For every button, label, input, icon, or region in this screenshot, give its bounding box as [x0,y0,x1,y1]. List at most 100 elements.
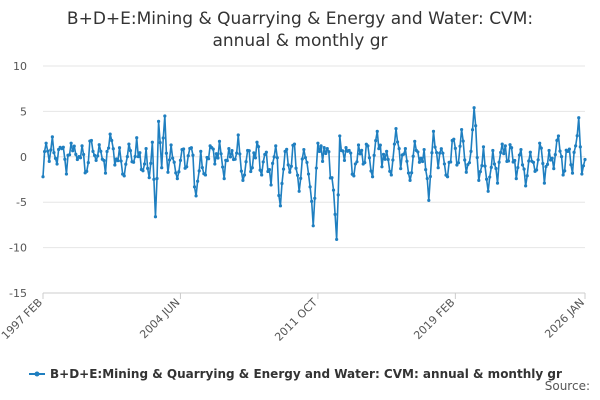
data-point[interactable] [235,151,239,155]
data-point[interactable] [89,138,94,143]
data-point[interactable] [527,159,531,163]
data-point[interactable] [316,141,320,145]
data-point[interactable] [255,140,259,144]
data-point[interactable] [489,165,493,169]
data-point[interactable] [491,148,495,153]
data-point[interactable] [264,150,268,154]
data-point[interactable] [296,173,300,177]
data-point[interactable] [531,160,536,164]
data-point[interactable] [267,168,272,172]
data-point[interactable] [117,146,122,150]
data-point[interactable] [242,173,247,177]
data-point[interactable] [403,147,407,151]
data-point[interactable] [431,129,436,133]
data-point[interactable] [555,138,559,143]
data-point[interactable] [538,141,542,145]
data-point[interactable] [203,173,208,177]
data-point[interactable] [277,193,281,198]
data-point[interactable] [456,161,461,165]
data-point[interactable] [252,151,256,155]
data-point[interactable] [503,144,507,148]
data-point[interactable] [153,215,158,219]
data-point[interactable] [335,237,339,242]
data-point[interactable] [355,160,359,164]
data-point[interactable] [391,158,395,162]
data-point[interactable] [92,153,97,158]
data-point[interactable] [388,169,392,173]
data-point[interactable] [331,188,336,192]
data-point[interactable] [497,160,501,164]
data-point[interactable] [127,142,131,146]
data-point[interactable] [278,204,283,208]
data-point[interactable] [156,119,161,123]
data-point[interactable] [463,158,467,162]
data-point[interactable] [311,224,315,228]
data-point[interactable] [219,152,223,156]
data-point[interactable] [50,135,54,139]
data-point[interactable] [422,147,426,152]
data-point[interactable] [258,168,262,172]
data-point[interactable] [189,146,193,150]
data-point[interactable] [417,160,422,164]
data-point[interactable] [144,147,148,151]
data-point[interactable] [99,149,103,153]
data-point[interactable] [166,170,170,174]
data-point[interactable] [138,151,142,155]
data-point[interactable] [147,176,151,180]
data-point[interactable] [313,196,317,200]
data-point[interactable] [322,146,326,150]
data-point[interactable] [169,143,173,147]
data-point[interactable] [303,156,308,160]
data-point[interactable] [381,152,386,156]
data-point[interactable] [260,173,264,177]
data-point[interactable] [539,146,543,150]
data-point[interactable] [435,150,439,155]
data-point[interactable] [575,134,579,138]
data-point[interactable] [486,189,490,193]
data-point[interactable] [541,161,545,166]
data-point[interactable] [506,159,511,163]
data-point[interactable] [178,158,183,162]
data-point[interactable] [247,149,251,153]
data-point[interactable] [495,181,500,185]
data-point[interactable] [239,169,243,173]
data-point[interactable] [419,156,423,160]
data-point[interactable] [317,149,322,154]
data-point[interactable] [458,144,462,148]
data-point[interactable] [225,158,229,163]
data-point[interactable] [217,139,222,143]
data-point[interactable] [206,157,211,161]
data-point[interactable] [46,149,50,153]
data-point[interactable] [481,145,486,149]
data-point[interactable] [158,141,162,145]
data-point[interactable] [500,142,504,146]
data-point[interactable] [55,162,59,166]
data-point[interactable] [314,166,318,170]
data-point[interactable] [559,155,564,159]
data-point[interactable] [464,170,468,174]
data-point[interactable] [333,212,337,217]
data-point[interactable] [550,156,554,160]
data-point[interactable] [44,141,48,145]
data-point[interactable] [413,139,417,143]
data-point[interactable] [141,169,145,173]
data-point[interactable] [442,162,447,166]
data-point[interactable] [416,150,420,154]
data-point[interactable] [164,151,168,155]
data-point[interactable] [342,158,347,163]
data-point[interactable] [292,142,297,146]
data-point[interactable] [488,175,492,179]
data-point[interactable] [394,127,398,131]
data-point[interactable] [186,154,190,158]
data-point[interactable] [356,143,361,147]
data-point[interactable] [75,157,79,162]
data-point[interactable] [261,160,265,164]
data-point[interactable] [167,158,172,162]
data-point[interactable] [372,153,376,157]
data-point[interactable] [233,157,237,161]
data-point[interactable] [163,114,167,118]
data-point[interactable] [63,157,67,161]
data-point[interactable] [194,194,198,198]
data-series[interactable] [41,106,587,242]
data-point[interactable] [370,175,375,179]
